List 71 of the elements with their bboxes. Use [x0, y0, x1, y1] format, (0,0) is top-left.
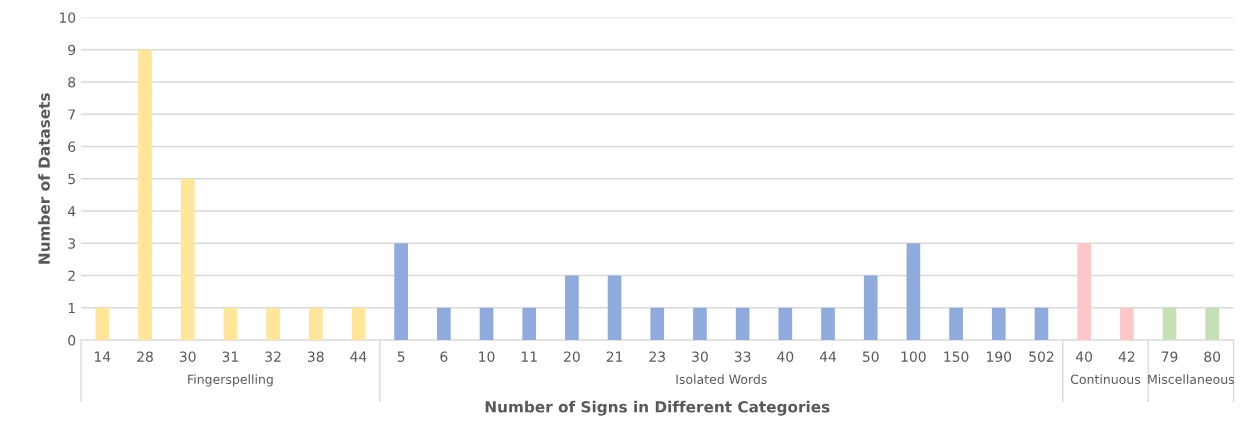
bar: [522, 307, 537, 341]
text: Isolated Words: [676, 374, 767, 385]
y-tick-label: 3: [68, 238, 76, 249]
bar: [863, 275, 878, 341]
text: Fingerspelling: [188, 374, 273, 387]
y-tick-label: 7: [68, 109, 75, 120]
x-tick-label: 32: [265, 351, 281, 362]
bar: [735, 307, 750, 341]
bar: [693, 307, 707, 341]
bar: [1034, 307, 1049, 341]
x-tick-label: 80: [1204, 351, 1221, 362]
x-tick-label: 28: [137, 351, 153, 362]
x-axis-title: Number of Signs in Different Categories: [485, 400, 830, 416]
x-tick-label: 21: [606, 351, 623, 362]
y-tick-label: 6: [68, 141, 76, 152]
bar: [1119, 307, 1134, 341]
y-axis-title: Number of Datasets: [38, 93, 50, 264]
x-tick-label: 33: [734, 351, 751, 362]
bar: [180, 178, 195, 341]
y-tick-label: 5: [68, 173, 75, 185]
x-tick-label: 190: [987, 351, 1012, 362]
bar: [607, 275, 622, 341]
x-tick-label: 14: [95, 351, 111, 362]
x-tick-label: 100: [901, 351, 926, 362]
y-tick-label: 10: [59, 12, 76, 23]
bar: [650, 307, 665, 341]
bar: [949, 307, 963, 341]
bar: [1162, 307, 1177, 341]
x-tick-label: 10: [479, 351, 495, 362]
x-tick-label: 31: [222, 351, 238, 362]
bar: [1077, 243, 1091, 341]
bar: [1205, 307, 1220, 341]
x-tick-label: 11: [521, 351, 537, 362]
x-tick-label: 502: [1029, 351, 1054, 362]
x-tick-label: 40: [777, 351, 794, 362]
x-tick-label: 20: [564, 351, 580, 362]
x-tick-label: 44: [819, 351, 837, 362]
x-tick-label: 30: [692, 351, 708, 362]
y-tick-label: 1: [68, 302, 75, 314]
text: Miscellaneous: [1148, 374, 1235, 385]
bar: [138, 49, 152, 341]
x-tick-label: 30: [179, 351, 196, 362]
x-tick-label: 23: [649, 351, 665, 362]
x-tick-label: 5: [397, 351, 405, 362]
x-tick-label: 38: [307, 351, 324, 362]
y-tick-label: 0: [68, 335, 76, 346]
bar: [479, 307, 494, 341]
y-tick-label: 9: [68, 44, 76, 56]
x-tick-label: 6: [440, 351, 448, 362]
x-tick-label: 44: [350, 351, 367, 362]
bar: [991, 307, 1006, 341]
bar: [906, 243, 921, 341]
y-tick-label: 4: [67, 206, 76, 217]
y-tick-label: 8: [68, 76, 76, 88]
bar: [351, 307, 366, 341]
bar: [565, 275, 579, 341]
x-tick-label: 150: [944, 351, 969, 362]
x-tick-label: 50: [862, 351, 879, 362]
bar: [778, 307, 793, 341]
bar: [308, 307, 323, 341]
x-tick-label: 40: [1075, 351, 1093, 362]
bar: [266, 307, 280, 341]
x-tick-label: 79: [1161, 351, 1178, 362]
y-tick-label: 2: [68, 270, 75, 281]
bar: [394, 243, 408, 341]
bar: [821, 307, 835, 341]
bar: [95, 307, 110, 341]
text: Continuous: [1070, 374, 1141, 385]
bar: [437, 307, 451, 341]
bar: [223, 307, 238, 341]
x-tick-label: 42: [1118, 351, 1135, 362]
